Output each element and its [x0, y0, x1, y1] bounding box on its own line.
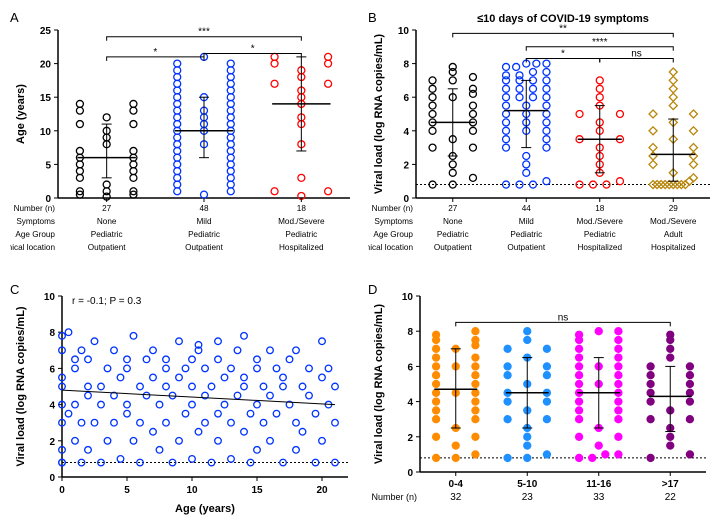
svg-text:0-4: 0-4	[449, 479, 464, 490]
svg-text:11-16: 11-16	[586, 479, 611, 490]
svg-text:*: *	[251, 44, 255, 55]
svg-text:Hospitalized: Hospitalized	[651, 243, 696, 252]
svg-text:****: ****	[592, 37, 608, 48]
svg-text:10: 10	[398, 26, 410, 37]
svg-text:5: 5	[124, 485, 130, 496]
svg-text:Outpatient: Outpatient	[185, 243, 224, 252]
svg-text:10: 10	[402, 292, 414, 303]
svg-text:23: 23	[522, 492, 534, 503]
svg-text:20: 20	[40, 60, 52, 71]
svg-text:Number (n): Number (n)	[14, 204, 56, 213]
svg-text:**: **	[559, 23, 567, 34]
svg-text:8: 8	[407, 327, 413, 338]
panel-a: A0510152025Age (years)*****Number (n)274…	[10, 10, 360, 270]
svg-text:Pediatric: Pediatric	[188, 230, 220, 239]
svg-text:32: 32	[450, 492, 462, 503]
svg-text:10: 10	[186, 485, 198, 496]
svg-text:20: 20	[316, 485, 328, 496]
svg-text:Pediatric: Pediatric	[437, 230, 469, 239]
panel-a-label: A	[10, 10, 19, 25]
svg-text:22: 22	[665, 492, 677, 503]
svg-text:18: 18	[595, 204, 605, 213]
svg-text:ns: ns	[631, 49, 642, 60]
svg-text:2: 2	[407, 433, 413, 444]
panel-d-label: D	[368, 282, 377, 297]
svg-text:10: 10	[40, 127, 52, 138]
svg-text:Number (n): Number (n)	[371, 492, 417, 502]
panel-c: C 0 2 4 6 8 10 0 5 10 15 20 Viral load (log RNA copi…	[10, 282, 360, 517]
panel-d: D 0 2 4 6 8 10 Viral load (log RNA copies/mL) ns…	[368, 282, 718, 517]
svg-text:Viral load (log RNA copies/mL): Viral load (log RNA copies/mL)	[373, 34, 385, 194]
svg-text:Mod./Severe: Mod./Severe	[577, 217, 624, 226]
svg-text:Outpatient: Outpatient	[434, 243, 473, 252]
svg-text:Age Group: Age Group	[15, 230, 55, 239]
svg-text:Viral load (log RNA copies/mL): Viral load (log RNA copies/mL)	[15, 306, 27, 466]
svg-text:29: 29	[669, 204, 679, 213]
svg-text:r = -0.1; P = 0.3: r = -0.1; P = 0.3	[72, 296, 142, 307]
svg-text:10: 10	[44, 292, 56, 303]
svg-text:48: 48	[199, 204, 209, 213]
panel-b: B0246810Viral load (log RNA copies/mL)≤1…	[368, 10, 718, 270]
svg-text:15: 15	[40, 93, 52, 104]
svg-text:Pediatric: Pediatric	[510, 230, 542, 239]
svg-text:Hospitalized: Hospitalized	[577, 243, 622, 252]
svg-text:0: 0	[407, 468, 413, 479]
svg-text:Hospitalized: Hospitalized	[279, 243, 324, 252]
svg-text:Pediatric: Pediatric	[584, 230, 616, 239]
svg-text:Mild: Mild	[519, 217, 534, 226]
svg-text:0: 0	[49, 473, 55, 484]
svg-text:27: 27	[102, 204, 112, 213]
panel-b-label: B	[368, 10, 377, 25]
svg-text:15: 15	[251, 485, 263, 496]
svg-text:Clinical location: Clinical location	[10, 243, 55, 252]
svg-text:None: None	[97, 217, 117, 226]
svg-text:Outpatient: Outpatient	[88, 243, 127, 252]
svg-text:*: *	[561, 49, 565, 60]
svg-text:0: 0	[59, 485, 65, 496]
svg-text:8: 8	[49, 328, 55, 339]
svg-text:>17: >17	[662, 479, 679, 490]
svg-text:4: 4	[403, 127, 409, 138]
svg-text:Symptoms: Symptoms	[374, 217, 413, 226]
svg-text:2: 2	[403, 160, 409, 171]
svg-text:Age (years): Age (years)	[15, 84, 27, 144]
figure-grid: A0510152025Age (years)*****Number (n)274…	[10, 10, 710, 517]
svg-text:44: 44	[522, 204, 532, 213]
svg-text:5: 5	[45, 160, 51, 171]
svg-text:33: 33	[593, 492, 605, 503]
svg-text:Pediatric: Pediatric	[91, 230, 123, 239]
svg-text:Mod./Severe: Mod./Severe	[278, 217, 325, 226]
svg-text:5-10: 5-10	[517, 479, 537, 490]
svg-text:Clinical location: Clinical location	[368, 243, 413, 252]
svg-text:Number (n): Number (n)	[372, 204, 414, 213]
svg-text:25: 25	[40, 26, 52, 37]
svg-text:6: 6	[403, 93, 409, 104]
svg-text:***: ***	[198, 27, 210, 38]
svg-text:2: 2	[49, 437, 55, 448]
panel-c-label: C	[10, 282, 19, 297]
svg-text:6: 6	[407, 362, 413, 373]
svg-text:Mild: Mild	[196, 217, 211, 226]
svg-text:Age Group: Age Group	[373, 230, 413, 239]
svg-text:*: *	[153, 47, 157, 58]
svg-text:Viral load (log RNA copies/mL): Viral load (log RNA copies/mL)	[373, 304, 385, 464]
svg-text:Pediatric: Pediatric	[285, 230, 317, 239]
svg-text:Outpatient: Outpatient	[507, 243, 546, 252]
svg-text:Adult: Adult	[664, 230, 683, 239]
svg-text:18: 18	[297, 204, 307, 213]
svg-text:Mod./Severe: Mod./Severe	[650, 217, 697, 226]
svg-text:Symptoms: Symptoms	[16, 217, 55, 226]
svg-text:8: 8	[403, 60, 409, 71]
svg-text:4: 4	[407, 398, 413, 409]
svg-text:ns: ns	[558, 312, 569, 323]
svg-text:27: 27	[448, 204, 458, 213]
svg-text:6: 6	[49, 364, 55, 375]
svg-text:4: 4	[49, 401, 55, 412]
svg-text:None: None	[443, 217, 463, 226]
svg-text:Age (years): Age (years)	[175, 503, 235, 515]
